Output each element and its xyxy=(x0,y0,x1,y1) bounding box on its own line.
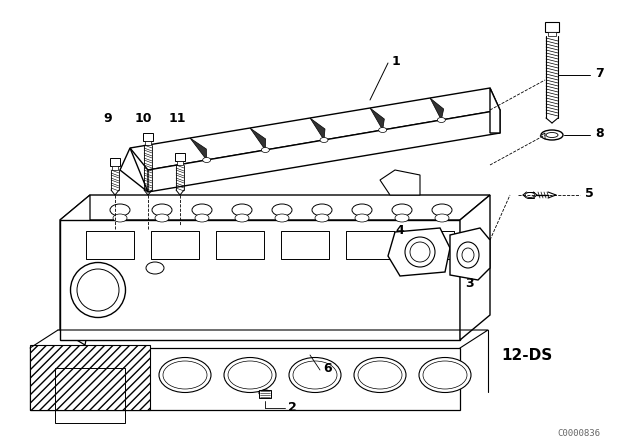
Text: 8: 8 xyxy=(595,126,604,139)
Ellipse shape xyxy=(232,204,252,216)
Bar xyxy=(55,368,125,423)
Polygon shape xyxy=(60,195,90,345)
Ellipse shape xyxy=(419,358,471,392)
Ellipse shape xyxy=(224,358,276,392)
Ellipse shape xyxy=(293,361,337,389)
Bar xyxy=(143,133,153,141)
Ellipse shape xyxy=(541,130,563,140)
Ellipse shape xyxy=(289,358,341,392)
Ellipse shape xyxy=(203,158,211,163)
Polygon shape xyxy=(450,228,490,280)
Text: 6: 6 xyxy=(323,362,332,375)
Ellipse shape xyxy=(525,193,535,198)
Ellipse shape xyxy=(259,390,271,396)
Polygon shape xyxy=(60,195,490,220)
Ellipse shape xyxy=(358,361,402,389)
Ellipse shape xyxy=(457,242,479,268)
Bar xyxy=(346,231,394,259)
Polygon shape xyxy=(370,108,385,130)
Ellipse shape xyxy=(98,361,142,389)
Polygon shape xyxy=(190,138,207,160)
Ellipse shape xyxy=(192,204,212,216)
Ellipse shape xyxy=(423,361,467,389)
Polygon shape xyxy=(30,348,460,410)
Bar xyxy=(545,22,559,32)
Text: C0000836: C0000836 xyxy=(557,429,600,438)
Bar xyxy=(110,158,120,166)
Ellipse shape xyxy=(146,262,164,274)
Ellipse shape xyxy=(354,358,406,392)
Bar xyxy=(151,231,199,259)
Ellipse shape xyxy=(113,214,127,222)
Ellipse shape xyxy=(195,214,209,222)
Ellipse shape xyxy=(312,204,332,216)
Ellipse shape xyxy=(395,214,409,222)
Text: 10: 10 xyxy=(134,112,152,125)
Ellipse shape xyxy=(352,204,372,216)
Ellipse shape xyxy=(405,237,435,267)
Ellipse shape xyxy=(152,204,172,216)
Bar xyxy=(86,231,134,259)
Ellipse shape xyxy=(315,214,329,222)
Ellipse shape xyxy=(228,361,272,389)
Ellipse shape xyxy=(110,204,130,216)
Text: 11: 11 xyxy=(168,112,186,125)
Text: 12-DS: 12-DS xyxy=(501,348,552,362)
Ellipse shape xyxy=(77,269,119,311)
Bar xyxy=(216,231,264,259)
Ellipse shape xyxy=(320,138,328,142)
Text: 4: 4 xyxy=(396,224,404,237)
Ellipse shape xyxy=(410,242,430,262)
Bar xyxy=(112,166,118,170)
Text: 9: 9 xyxy=(104,112,112,125)
Polygon shape xyxy=(460,195,490,340)
Polygon shape xyxy=(250,128,266,150)
Text: 2: 2 xyxy=(288,401,297,414)
Bar xyxy=(145,141,151,145)
Ellipse shape xyxy=(275,214,289,222)
Polygon shape xyxy=(120,148,148,192)
Polygon shape xyxy=(310,118,325,140)
Ellipse shape xyxy=(94,358,146,392)
Ellipse shape xyxy=(159,358,211,392)
Ellipse shape xyxy=(462,248,474,262)
Polygon shape xyxy=(430,98,444,120)
Bar xyxy=(281,231,329,259)
Text: 5: 5 xyxy=(585,186,594,199)
Polygon shape xyxy=(380,170,420,195)
Text: 3: 3 xyxy=(466,276,474,289)
Polygon shape xyxy=(60,220,460,340)
Ellipse shape xyxy=(272,204,292,216)
Polygon shape xyxy=(130,88,500,170)
Bar xyxy=(259,390,271,398)
Bar xyxy=(406,231,454,259)
Bar xyxy=(30,345,150,410)
Ellipse shape xyxy=(432,204,452,216)
Polygon shape xyxy=(540,133,545,139)
Ellipse shape xyxy=(70,263,125,318)
Bar xyxy=(548,32,556,36)
Ellipse shape xyxy=(435,214,449,222)
Polygon shape xyxy=(490,88,500,133)
Ellipse shape xyxy=(546,133,558,138)
Text: 1: 1 xyxy=(392,55,401,68)
Polygon shape xyxy=(388,228,450,276)
Bar xyxy=(175,153,185,161)
Ellipse shape xyxy=(261,147,269,152)
Ellipse shape xyxy=(163,361,207,389)
Polygon shape xyxy=(148,110,500,192)
Ellipse shape xyxy=(155,214,169,222)
Ellipse shape xyxy=(235,214,249,222)
Ellipse shape xyxy=(392,204,412,216)
Ellipse shape xyxy=(355,214,369,222)
Bar xyxy=(177,161,183,165)
Ellipse shape xyxy=(437,117,445,122)
Text: 7: 7 xyxy=(595,66,604,79)
Ellipse shape xyxy=(379,128,387,133)
